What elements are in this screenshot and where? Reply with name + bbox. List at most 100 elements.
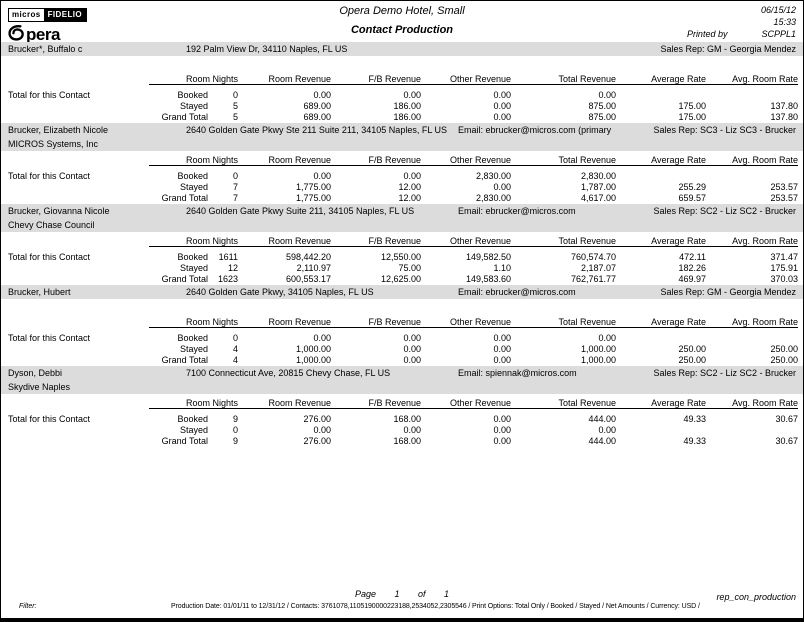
- contact-company: Skydive Naples: [8, 382, 71, 392]
- row-type-label: Stayed: [179, 101, 208, 111]
- row-label-spacer: [8, 193, 149, 204]
- contact-name: Dyson, Debbi: [8, 368, 63, 378]
- contact-company-band: MICROS Systems, Inc: [1, 137, 803, 151]
- col-header-room-nights: Room Nights: [149, 234, 238, 247]
- col-header-average-rate: Average Rate: [616, 153, 706, 166]
- stayed-row: Stayed 0 0.00 0.00 0.00 0.00: [8, 425, 798, 436]
- row-type-label: Booked: [177, 252, 208, 262]
- contact-section: Brucker, Giovanna Nicole 2640 Golden Gat…: [1, 204, 803, 285]
- fb-revenue-value: 0.00: [403, 333, 421, 343]
- col-header-room-nights: Room Nights: [149, 72, 238, 85]
- page-total: 1: [444, 589, 450, 599]
- col-header-room-nights: Room Nights: [149, 396, 238, 409]
- room-revenue-value: 1,775.00: [295, 182, 331, 192]
- total-revenue-value: 0.00: [598, 90, 616, 100]
- logo-block: micros FIDELIO pera: [8, 4, 208, 44]
- grand-total-row: Grand Total 5 689.00 186.00 0.00 875.00 …: [8, 112, 798, 123]
- avg-room-rate-value: [706, 90, 798, 101]
- col-header-spacer: [8, 153, 149, 166]
- col-header-fb-revenue: F/B Revenue: [331, 396, 421, 409]
- row-type-label: Booked: [177, 414, 208, 424]
- contact-email: Email: ebrucker@micros.com: [458, 287, 576, 297]
- total-revenue-value: 1,000.00: [580, 344, 616, 354]
- other-revenue-value: 0.00: [493, 436, 511, 446]
- production-table: Room Nights Room Revenue F/B Revenue Oth…: [8, 234, 798, 285]
- row-type-label: Booked: [177, 90, 208, 100]
- column-header-row: Room Nights Room Revenue F/B Revenue Oth…: [8, 396, 798, 409]
- col-header-room-revenue: Room Revenue: [238, 315, 331, 328]
- print-date: 06/15/12: [760, 5, 796, 15]
- fb-revenue-value: 12.00: [398, 193, 421, 203]
- col-header-avg-room-rate: Avg. Room Rate: [706, 153, 798, 166]
- other-revenue-value: 0.00: [493, 112, 511, 122]
- other-revenue-value: 0.00: [493, 182, 511, 192]
- report-footer: Page 1 of 1 rep_con_production Filter: P…: [1, 587, 803, 618]
- other-revenue-value: 0.00: [493, 414, 511, 424]
- contact-company: Chevy Chase Council: [8, 220, 95, 230]
- fb-revenue-value: 12,625.00: [380, 274, 421, 284]
- avg-room-rate-value: 370.03: [770, 274, 798, 284]
- booked-row: Total for this Contact Booked 0 0.00 0.0…: [8, 90, 798, 101]
- average-rate-value: 49.33: [683, 436, 706, 446]
- contact-name: Brucker, Hubert: [8, 287, 71, 297]
- room-nights-value: 1623: [217, 274, 238, 284]
- avg-room-rate-value: [706, 333, 798, 344]
- row-type-label: Grand Total: [161, 436, 208, 446]
- fb-revenue-value: 186.00: [393, 112, 421, 122]
- contact-section: Brucker*, Buffalo c 192 Palm View Dr, 34…: [1, 42, 803, 123]
- room-nights-value: 0: [232, 90, 238, 100]
- report-id: rep_con_production: [716, 592, 796, 602]
- total-revenue-value: 2,830.00: [580, 171, 616, 181]
- col-header-average-rate: Average Rate: [616, 396, 706, 409]
- contact-band: Brucker, Hubert 2640 Golden Gate Pkwy, 3…: [1, 285, 803, 299]
- col-header-average-rate: Average Rate: [616, 234, 706, 247]
- fb-revenue-value: 168.00: [393, 436, 421, 446]
- opera-swirl-icon: [8, 24, 25, 46]
- other-revenue-value: 0.00: [493, 425, 511, 435]
- total-for-contact-label: Total for this Contact: [8, 414, 91, 424]
- room-nights-value: 5: [232, 101, 238, 111]
- average-rate-value: 472.11: [679, 252, 706, 262]
- stayed-row: Stayed 4 1,000.00 0.00 0.00 1,000.00 250…: [8, 344, 798, 355]
- micros-logo-text: micros: [9, 9, 44, 21]
- room-nights-value: 1611: [218, 252, 238, 262]
- col-header-spacer: [8, 315, 149, 328]
- col-header-total-revenue: Total Revenue: [511, 315, 616, 328]
- other-revenue-value: 149,582.50: [465, 252, 511, 262]
- page-label: Page: [354, 589, 376, 599]
- total-for-contact-label: Total for this Contact: [8, 333, 91, 343]
- col-header-fb-revenue: F/B Revenue: [331, 234, 421, 247]
- room-revenue-value: 276.00: [303, 436, 331, 446]
- col-header-total-revenue: Total Revenue: [511, 396, 616, 409]
- print-time: 15:33: [773, 17, 796, 27]
- micros-fidelio-logo: micros FIDELIO: [8, 8, 87, 22]
- average-rate-value: 659.57: [678, 193, 706, 203]
- room-revenue-value: 2,110.97: [296, 263, 331, 273]
- report-header: micros FIDELIO pera Opera Demo Hotel, Sm…: [1, 1, 803, 44]
- average-rate-value: 250.00: [678, 355, 706, 365]
- average-rate-value: [616, 171, 706, 182]
- total-revenue-value: 875.00: [588, 101, 616, 111]
- room-nights-value: 5: [232, 112, 238, 122]
- total-revenue-value: 1,787.00: [580, 182, 616, 192]
- avg-room-rate-value: 250.00: [770, 355, 798, 365]
- column-header-row: Room Nights Room Revenue F/B Revenue Oth…: [8, 234, 798, 247]
- other-revenue-value: 0.00: [493, 101, 511, 111]
- col-header-room-nights: Room Nights: [149, 153, 238, 166]
- room-revenue-value: 276.00: [303, 414, 331, 424]
- col-header-room-revenue: Room Revenue: [238, 234, 331, 247]
- col-header-room-revenue: Room Revenue: [238, 396, 331, 409]
- average-rate-value: 175.00: [678, 101, 706, 111]
- col-header-fb-revenue: F/B Revenue: [331, 315, 421, 328]
- room-nights-value: 0: [232, 425, 238, 435]
- total-revenue-value: 0.00: [598, 333, 616, 343]
- printed-by-label: Printed by: [686, 29, 728, 39]
- average-rate-value: 49.33: [683, 414, 706, 424]
- avg-room-rate-value: 30.67: [775, 436, 798, 446]
- contact-band: Dyson, Debbi 7100 Connecticut Ave, 20815…: [1, 366, 803, 380]
- col-header-other-revenue: Other Revenue: [421, 153, 511, 166]
- col-header-other-revenue: Other Revenue: [421, 396, 511, 409]
- contact-sales-rep: Sales Rep: GM - Georgia Mendez: [660, 44, 796, 54]
- room-nights-value: 9: [232, 414, 238, 424]
